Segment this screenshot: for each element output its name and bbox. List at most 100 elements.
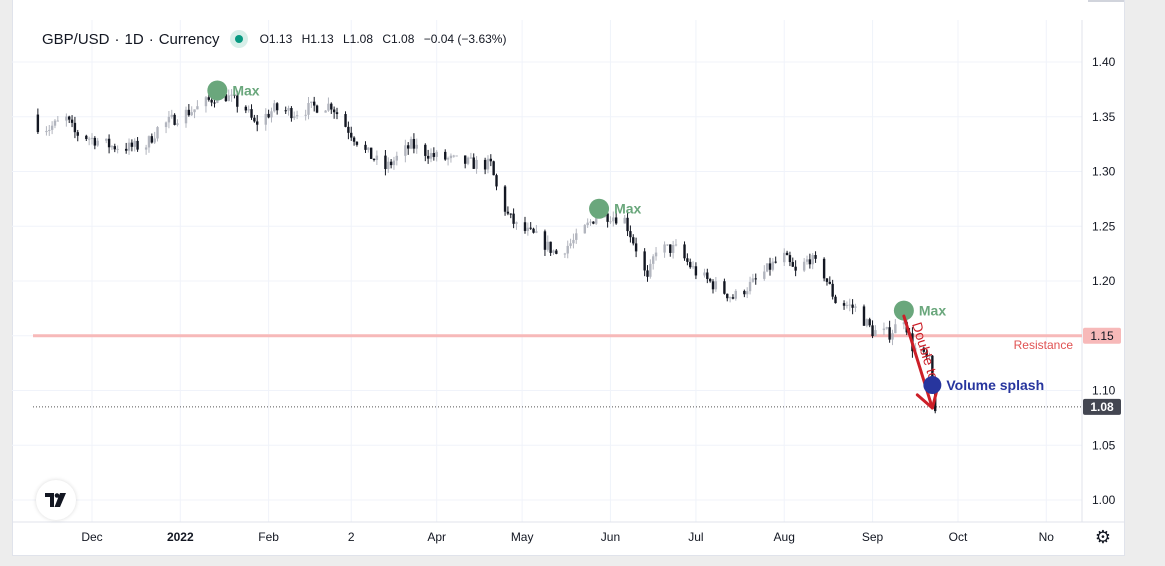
candle-body xyxy=(56,120,60,122)
candle-body xyxy=(424,144,427,156)
candle-body xyxy=(372,158,376,160)
candle-body xyxy=(714,281,718,290)
candle-body xyxy=(227,95,230,102)
candle-body xyxy=(592,221,595,224)
candle-body xyxy=(429,153,433,159)
resistance-price-tag xyxy=(1083,327,1121,344)
candle-body xyxy=(771,261,775,270)
candle-body xyxy=(350,132,353,138)
candle-body xyxy=(814,255,817,259)
candle-body xyxy=(36,114,40,133)
candle-body xyxy=(805,259,809,262)
tradingview-logo-icon[interactable] xyxy=(36,480,76,520)
candle-body xyxy=(156,127,159,139)
x-tick-label: Jun xyxy=(601,530,620,544)
x-tick-label: No xyxy=(1039,530,1055,544)
candle-body xyxy=(230,94,233,96)
candle-body xyxy=(415,144,418,149)
candle-body xyxy=(127,142,131,151)
candle-body xyxy=(748,281,752,292)
candle-body xyxy=(734,290,738,299)
x-tick-label: May xyxy=(511,530,534,544)
candle-body xyxy=(535,231,538,233)
candle-body xyxy=(310,101,313,104)
legend-separator: · xyxy=(148,30,154,48)
candle-body xyxy=(572,239,575,244)
candle-body xyxy=(270,111,273,118)
candle-body xyxy=(187,109,191,116)
candle-body xyxy=(728,297,732,299)
x-tick-label: Oct xyxy=(949,530,968,544)
candle-body xyxy=(164,122,168,128)
candle-body xyxy=(330,103,333,110)
candle-body xyxy=(124,148,128,151)
candle-body xyxy=(868,319,871,326)
candle-body xyxy=(107,138,111,148)
candle-body xyxy=(76,132,79,136)
candle-body xyxy=(529,227,532,229)
candle-body xyxy=(549,241,552,253)
candle-body xyxy=(654,252,658,257)
candle-body xyxy=(150,136,154,143)
candle-body xyxy=(711,281,715,290)
candle-body xyxy=(147,136,151,148)
max-label-3: Max xyxy=(919,303,946,319)
candle-body xyxy=(526,227,530,231)
candle-body xyxy=(176,123,179,125)
candle-body xyxy=(854,306,857,308)
candle-body xyxy=(293,116,296,119)
legend-open: O1.13 xyxy=(259,32,293,46)
candle-body xyxy=(312,101,316,106)
candle-body xyxy=(45,130,48,133)
candle-body xyxy=(489,158,493,162)
candle-body xyxy=(466,157,470,164)
candle-body xyxy=(253,117,256,122)
candle-body xyxy=(862,306,866,326)
symbol-legend[interactable]: GBP/USD · 1D · Currency O1.13 H1.13 L1.0… xyxy=(42,29,512,49)
candle-body xyxy=(96,140,99,146)
candle-body xyxy=(70,119,74,123)
volume-splash-marker[interactable] xyxy=(923,376,942,395)
candle-body xyxy=(834,296,837,304)
x-tick-label: Dec xyxy=(81,530,102,544)
candle-body xyxy=(754,278,757,280)
max-marker-3[interactable] xyxy=(893,300,914,321)
candles[interactable] xyxy=(36,87,937,414)
candle-body xyxy=(412,138,416,149)
max-label-2: Max xyxy=(614,201,641,217)
double-top-arrow[interactable] xyxy=(902,314,934,410)
candle-body xyxy=(751,278,755,282)
candle-body xyxy=(344,114,347,127)
candle-body xyxy=(788,255,792,263)
candle-body xyxy=(882,328,886,331)
candle-body xyxy=(706,272,709,279)
candle-body xyxy=(455,155,458,157)
candle-body xyxy=(495,175,498,187)
legend-interval: 1D xyxy=(124,30,144,48)
candle-body xyxy=(173,114,176,125)
last-price-tag-label: 1.08 xyxy=(1090,400,1114,414)
x-axis[interactable]: Dec 2022 Feb 2 Apr May Jun Jul Aug Sep Oct No xyxy=(81,530,1054,544)
market-status-icon[interactable] xyxy=(229,30,248,48)
max-marker-1[interactable] xyxy=(207,80,228,101)
gear-icon[interactable]: ⚙ xyxy=(1094,527,1112,547)
candle-body xyxy=(136,140,139,150)
candle-body xyxy=(335,112,339,115)
candle-body xyxy=(609,221,612,223)
candle-body xyxy=(851,304,854,308)
candle-body xyxy=(196,106,199,110)
volume-splash-label: Volume splash xyxy=(946,377,1044,393)
market-status-dot xyxy=(234,35,243,43)
candle-body xyxy=(170,114,173,117)
candle-body xyxy=(723,281,726,294)
candle-body xyxy=(634,243,638,252)
candle-body xyxy=(811,255,814,265)
candle-body xyxy=(774,261,777,263)
legend-change: −0.04 (−3.63%) xyxy=(423,32,507,46)
candle-body xyxy=(671,244,675,253)
y-tick-label: 1.00 xyxy=(1092,493,1116,507)
y-axis[interactable]: 1.00 1.05 1.10 1.15 1.20 1.25 1.30 1.35 1.40 xyxy=(1092,55,1116,507)
max-marker-2[interactable] xyxy=(589,198,610,219)
toolbar-edge xyxy=(1088,0,1124,2)
